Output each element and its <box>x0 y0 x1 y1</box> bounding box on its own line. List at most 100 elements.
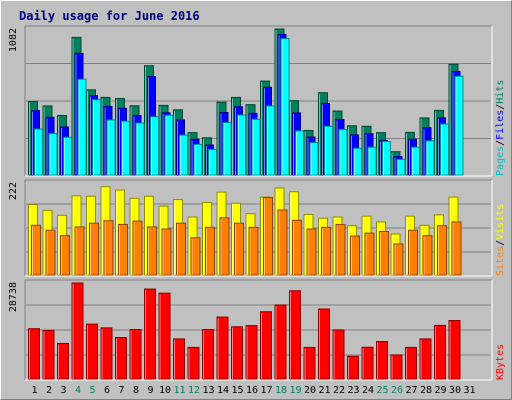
day-label-29: 29 <box>434 385 446 396</box>
bar-kbytes-day-19 <box>289 290 301 380</box>
bar-pages-day-27 <box>411 146 420 176</box>
legend-slash: / <box>495 104 506 110</box>
y-max-label: 1082 <box>8 28 19 52</box>
bar-pages-day-8 <box>135 122 145 176</box>
bar-pages-day-25 <box>382 141 391 176</box>
day-label-6: 6 <box>104 385 110 396</box>
panel-2: 28738 KBytes <box>8 279 506 381</box>
legend-hits: Hits <box>495 80 506 104</box>
bar-pages-day-7 <box>121 120 130 176</box>
legend-slash: / <box>495 240 506 246</box>
bar-pages-day-6 <box>106 119 116 176</box>
bar-sites-day-7 <box>118 223 128 276</box>
bar-sites-day-30 <box>451 221 462 276</box>
day-label-23: 23 <box>347 385 359 396</box>
legend-visits: Visits <box>495 204 506 240</box>
bar-pages-day-30 <box>454 75 464 176</box>
bar-pages-day-2 <box>48 132 58 176</box>
bar-kbytes-day-26 <box>390 354 403 380</box>
day-label-21: 21 <box>318 385 330 396</box>
bar-sites-day-16 <box>248 226 259 276</box>
legend-kbytes: KBytes <box>495 344 506 380</box>
day-label-15: 15 <box>231 385 243 396</box>
bar-sites-day-23 <box>350 235 360 276</box>
bar-pages-day-16 <box>251 118 261 176</box>
day-label-7: 7 <box>118 385 124 396</box>
day-label-9: 9 <box>147 385 153 396</box>
bar-pages-day-23 <box>353 147 362 176</box>
bar-sites-day-3 <box>60 235 70 276</box>
day-label-24: 24 <box>362 385 374 396</box>
bar-sites-day-8 <box>132 220 143 276</box>
day-label-4: 4 <box>75 385 81 396</box>
day-label-28: 28 <box>420 385 432 396</box>
series-legend: Pages/Files/Hits <box>495 80 506 176</box>
bar-kbytes-day-29 <box>434 324 446 380</box>
bar-kbytes-day-22 <box>332 329 345 380</box>
day-label-16: 16 <box>246 385 258 396</box>
bar-kbytes-day-4 <box>71 282 84 380</box>
bar-sites-day-22 <box>335 223 346 276</box>
bar-pages-day-13 <box>208 148 217 176</box>
day-label-31: 31 <box>463 385 475 396</box>
bar-sites-day-1 <box>31 224 41 276</box>
bar-pages-day-11 <box>179 134 188 176</box>
bar-sites-day-12 <box>190 237 201 276</box>
bar-sites-day-2 <box>45 229 56 276</box>
bar-pages-day-19 <box>295 130 304 176</box>
legend-files: Files <box>495 110 506 140</box>
bar-sites-day-13 <box>205 226 215 276</box>
bar-kbytes-day-24 <box>361 346 374 380</box>
legend-slash: / <box>495 140 506 146</box>
bar-kbytes-day-7 <box>115 337 127 380</box>
y-max-label: 28738 <box>8 282 19 312</box>
bar-sites-day-21 <box>321 226 331 276</box>
day-label-8: 8 <box>133 385 139 396</box>
bar-kbytes-day-11 <box>173 338 185 380</box>
day-label-22: 22 <box>333 385 345 396</box>
bar-kbytes-day-23 <box>347 355 359 380</box>
day-label-26: 26 <box>391 385 403 396</box>
bar-sites-day-11 <box>176 222 186 276</box>
bar-sites-day-9 <box>147 226 157 276</box>
bar-pages-day-22 <box>338 128 348 176</box>
day-label-17: 17 <box>260 385 272 396</box>
bar-kbytes-day-21 <box>318 308 330 380</box>
panel-1: 222 Sites/Visits <box>8 179 506 277</box>
bar-pages-day-26 <box>396 158 406 176</box>
bar-kbytes-day-3 <box>57 342 69 380</box>
day-label-10: 10 <box>159 385 171 396</box>
bar-pages-day-18 <box>280 38 290 176</box>
bar-pages-day-29 <box>440 123 449 176</box>
series-sites <box>31 197 462 276</box>
day-label-14: 14 <box>217 385 229 396</box>
day-label-3: 3 <box>60 385 66 396</box>
bar-pages-day-21 <box>324 125 333 176</box>
bar-sites-day-10 <box>161 228 172 276</box>
bar-pages-day-15 <box>237 114 246 176</box>
series-legend: Sites/Visits <box>495 204 506 276</box>
bar-kbytes-day-5 <box>86 323 98 380</box>
bar-pages-day-10 <box>164 114 174 176</box>
bar-pages-day-20 <box>309 142 319 176</box>
bar-kbytes-day-13 <box>202 329 214 380</box>
bar-kbytes-day-18 <box>274 304 287 380</box>
day-label-13: 13 <box>202 385 214 396</box>
y-max-label: 222 <box>8 182 19 200</box>
bar-kbytes-day-10 <box>158 292 171 380</box>
day-label-11: 11 <box>173 385 185 396</box>
bar-kbytes-day-17 <box>260 311 272 380</box>
bar-kbytes-day-14 <box>216 316 229 380</box>
bar-sites-day-29 <box>437 225 447 276</box>
day-label-12: 12 <box>188 385 200 396</box>
bar-pages-day-14 <box>222 122 232 176</box>
bar-kbytes-day-9 <box>144 288 156 380</box>
bar-sites-day-27 <box>408 229 418 276</box>
bar-sites-day-26 <box>393 243 404 276</box>
bar-pages-day-5 <box>92 99 101 176</box>
bar-sites-day-20 <box>306 228 317 276</box>
bar-pages-day-3 <box>63 136 72 176</box>
bar-sites-day-4 <box>74 226 85 276</box>
bar-pages-day-9 <box>150 116 159 176</box>
